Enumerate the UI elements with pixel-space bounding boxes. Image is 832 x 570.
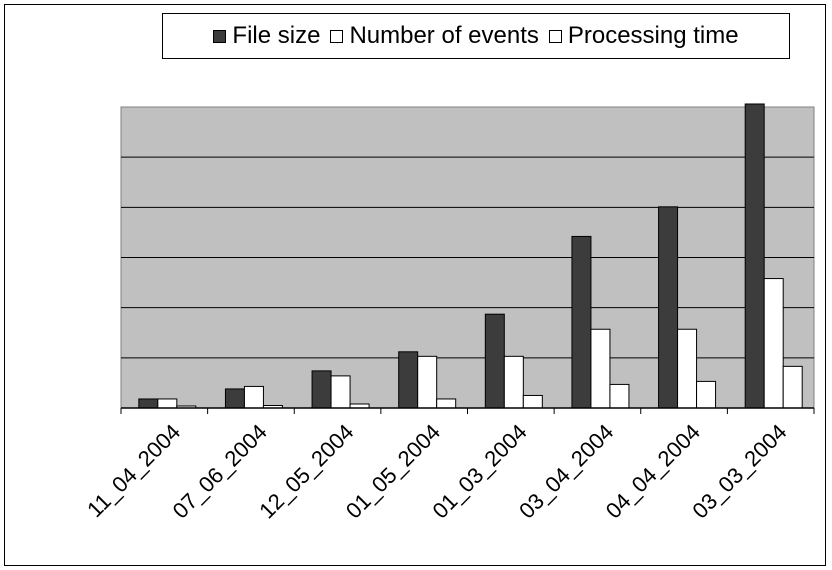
bar-number-of-events (503, 355, 524, 409)
bar-processing-time (522, 394, 543, 409)
bar-processing-time (609, 383, 630, 409)
bar-processing-time (436, 398, 457, 409)
bar-file-size (311, 370, 332, 409)
bar-processing-time (782, 365, 803, 409)
legend-swatch-file-size (213, 29, 227, 43)
bar-number-of-events (763, 278, 784, 409)
gridlines (121, 156, 814, 359)
bar-number-of-events (330, 375, 351, 409)
bar-number-of-events (243, 385, 264, 409)
bar-number-of-events (157, 398, 178, 409)
x-axis: 11_04_200407_06_200412_05_200401_05_2004… (82, 407, 815, 523)
bar-number-of-events (677, 328, 698, 409)
legend-label-number-of-events: Number of events (349, 22, 539, 49)
legend-item-processing-time: Processing time (548, 22, 739, 50)
bar-file-size (658, 206, 679, 409)
chart-legend: File size Number of events Processing ti… (162, 13, 790, 59)
legend-label-file-size: File size (232, 22, 321, 49)
bar-processing-time (696, 380, 717, 409)
bars (138, 103, 803, 409)
legend-label-processing-time: Processing time (567, 22, 739, 49)
bar-number-of-events (417, 355, 438, 409)
bar-number-of-events (590, 328, 611, 409)
x-tick-label: 03_03_2004 (687, 419, 791, 523)
bar-file-size (224, 388, 245, 409)
bar-file-size (571, 235, 592, 409)
legend-swatch-number-of-events (330, 29, 344, 43)
legend-item-number-of-events: Number of events (330, 22, 539, 50)
bar-file-size (744, 103, 765, 409)
legend-item-file-size: File size (213, 22, 320, 50)
bar-file-size (398, 351, 419, 409)
bar-file-size (138, 398, 159, 409)
legend-swatch-processing-time (548, 29, 562, 43)
bar-file-size (484, 313, 505, 409)
